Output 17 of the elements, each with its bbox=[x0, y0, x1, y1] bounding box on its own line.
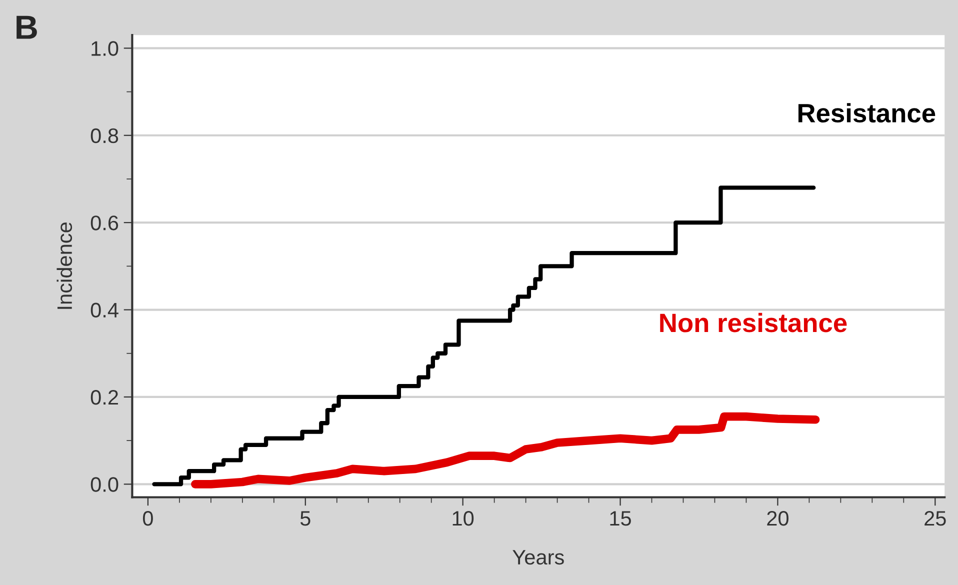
y-tick-label: 1.0 bbox=[92, 41, 118, 56]
y-tick-label: 0.2 bbox=[90, 390, 118, 405]
y-tick-label: 0.8 bbox=[90, 128, 118, 144]
x-tick-label: 5 bbox=[300, 511, 310, 526]
x-tick-label: 10 bbox=[452, 510, 474, 526]
x-tick-label: 15 bbox=[610, 511, 631, 526]
y-tick-label: 0.4 bbox=[90, 302, 118, 318]
chart-title: B bbox=[16, 16, 37, 39]
y-tick-label: 0.6 bbox=[90, 216, 118, 230]
x-tick-label: 20 bbox=[767, 510, 788, 526]
x-tick-label: 25 bbox=[924, 510, 946, 526]
y-axis-title: Incidence bbox=[56, 222, 72, 309]
x-axis-title: Years bbox=[512, 550, 564, 565]
y-tick-label: 0.0 bbox=[90, 477, 118, 492]
text: Non resistance bbox=[660, 312, 847, 332]
x-tick-label: 0 bbox=[142, 510, 153, 526]
text: Resistance bbox=[798, 103, 936, 123]
